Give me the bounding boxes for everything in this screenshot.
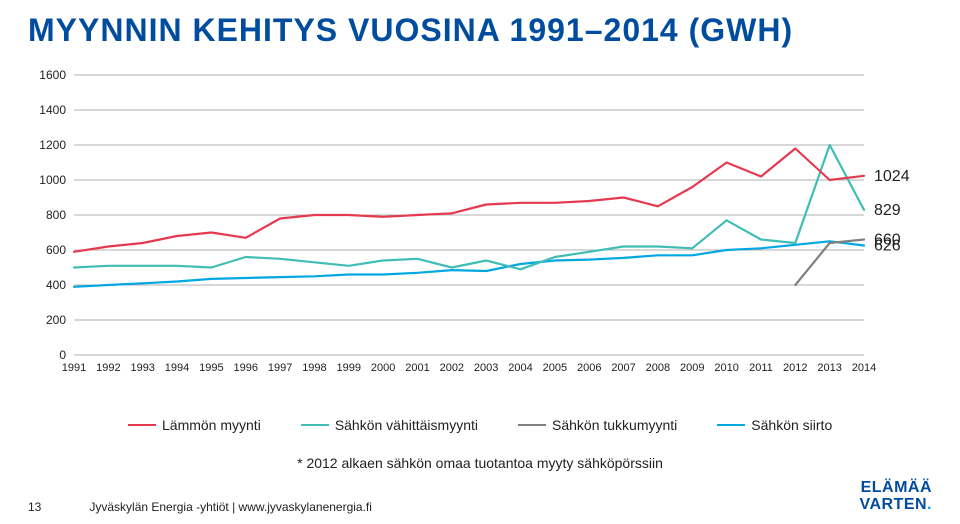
svg-text:1997: 1997 bbox=[268, 362, 292, 374]
svg-text:2000: 2000 bbox=[371, 362, 395, 374]
svg-text:2008: 2008 bbox=[646, 362, 670, 374]
footnote: * 2012 alkaen sähkön omaa tuotantoa myyt… bbox=[28, 455, 932, 471]
brand-dot: . bbox=[927, 496, 932, 513]
svg-text:2013: 2013 bbox=[817, 362, 841, 374]
svg-text:1000: 1000 bbox=[39, 173, 66, 187]
svg-text:1600: 1600 bbox=[39, 69, 66, 82]
svg-text:400: 400 bbox=[46, 278, 66, 292]
svg-text:1992: 1992 bbox=[96, 362, 120, 374]
svg-text:2002: 2002 bbox=[440, 362, 464, 374]
brand-line2: VARTEN bbox=[859, 496, 927, 513]
chart-legend: Lämmön myynti Sähkön vähittäismyynti Sähkö… bbox=[128, 417, 932, 433]
svg-text:2005: 2005 bbox=[543, 362, 567, 374]
legend-label: Lämmön myynti bbox=[162, 417, 261, 433]
svg-text:1993: 1993 bbox=[130, 362, 154, 374]
svg-text:1991: 1991 bbox=[62, 362, 86, 374]
legend-swatch bbox=[301, 424, 329, 426]
svg-text:600: 600 bbox=[46, 243, 66, 257]
legend-item: Sähkön tukkumyynti bbox=[518, 417, 677, 433]
legend-label: Sähkön vähittäismyynti bbox=[335, 417, 478, 433]
brand-logo: ELÄMÄÄ VARTEN. bbox=[859, 480, 932, 514]
legend-item: Sähkön vähittäismyynti bbox=[301, 417, 478, 433]
legend-label: Sähkön siirto bbox=[751, 417, 832, 433]
legend-swatch bbox=[518, 424, 546, 426]
legend-item: Lämmön myynti bbox=[128, 417, 261, 433]
svg-text:2003: 2003 bbox=[474, 362, 498, 374]
legend-swatch bbox=[717, 424, 745, 426]
svg-text:1999: 1999 bbox=[337, 362, 361, 374]
svg-text:2009: 2009 bbox=[680, 362, 704, 374]
legend-item: Sähkön siirto bbox=[717, 417, 832, 433]
svg-text:800: 800 bbox=[46, 208, 66, 222]
svg-text:1200: 1200 bbox=[39, 138, 66, 152]
svg-text:626: 626 bbox=[874, 237, 901, 254]
svg-text:2011: 2011 bbox=[749, 362, 773, 374]
svg-text:2007: 2007 bbox=[611, 362, 635, 374]
svg-text:2006: 2006 bbox=[577, 362, 601, 374]
svg-text:829: 829 bbox=[874, 202, 901, 219]
brand-line1: ELÄMÄÄ bbox=[859, 480, 932, 497]
svg-text:2010: 2010 bbox=[714, 362, 738, 374]
svg-text:2014: 2014 bbox=[852, 362, 876, 374]
svg-text:1998: 1998 bbox=[302, 362, 326, 374]
legend-swatch bbox=[128, 424, 156, 426]
svg-text:1995: 1995 bbox=[199, 362, 223, 374]
svg-text:1024: 1024 bbox=[874, 168, 910, 185]
svg-text:1400: 1400 bbox=[39, 103, 66, 117]
svg-text:2001: 2001 bbox=[405, 362, 429, 374]
svg-text:200: 200 bbox=[46, 313, 66, 327]
chart-svg: 0 200 400 600 800 1000 1200 1400 1600 1991 1992 199… bbox=[28, 69, 928, 399]
page-title: MYYNNIN KEHITYS VUOSINA 1991–2014 (GWh) bbox=[28, 12, 932, 49]
svg-text:1996: 1996 bbox=[233, 362, 257, 374]
footer-center: Jyväskylän Energia -yhtiöt | www.jyvasky… bbox=[89, 500, 372, 514]
svg-text:1994: 1994 bbox=[165, 362, 189, 374]
line-chart: 0 200 400 600 800 1000 1200 1400 1600 1991 1992 199… bbox=[28, 69, 928, 399]
footer: 13 Jyväskylän Energia -yhtiöt | www.jyva… bbox=[28, 480, 932, 514]
svg-text:0: 0 bbox=[59, 348, 66, 362]
legend-label: Sähkön tukkumyynti bbox=[552, 417, 677, 433]
svg-text:2004: 2004 bbox=[508, 362, 532, 374]
page-number: 13 bbox=[28, 500, 41, 514]
svg-text:2012: 2012 bbox=[783, 362, 807, 374]
